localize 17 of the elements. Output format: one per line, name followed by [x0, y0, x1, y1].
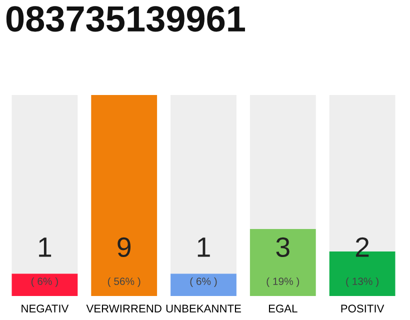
x-tick-label: EGAL [268, 304, 298, 312]
data-label: 3 ( 19% ) [266, 237, 300, 288]
chart-title: 083735139961 [6, 6, 245, 32]
bar [170, 274, 236, 296]
data-label: 1 ( 6% ) [190, 238, 217, 288]
x-tick-label: UNBEKANNTE [166, 304, 241, 312]
x-tick-label: POSITIV [341, 304, 384, 312]
bar [12, 274, 78, 296]
x-tick-label: NEGATIV [22, 304, 69, 312]
data-label: 9 ( 56% ) [108, 237, 140, 288]
bar [170, 95, 236, 274]
bar [250, 95, 316, 229]
bar [12, 95, 78, 274]
data-label: 1 ( 6% ) [31, 238, 58, 288]
bar [91, 95, 158, 296]
bar [250, 229, 316, 296]
x-tick-label: VERWIRREND [86, 304, 162, 312]
